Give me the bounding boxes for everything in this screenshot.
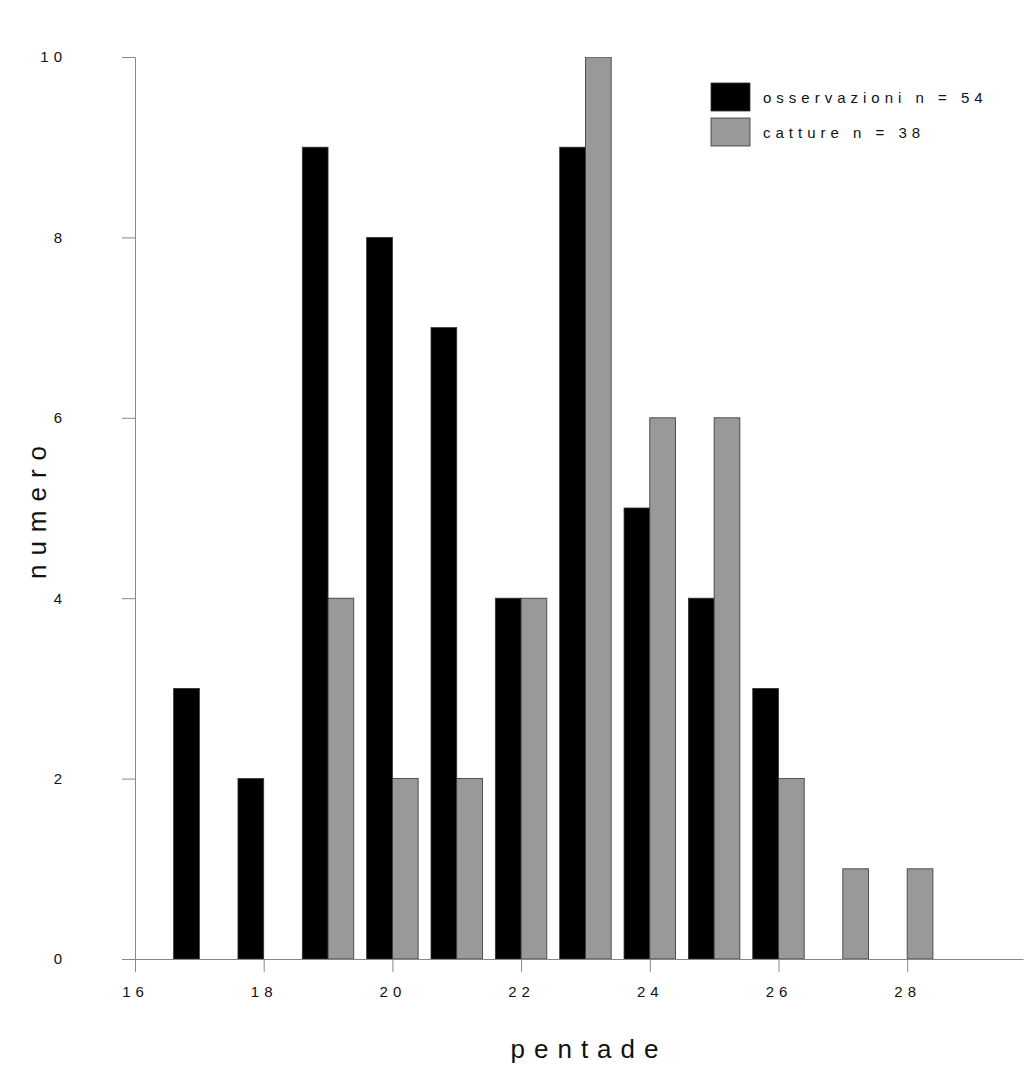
bar	[585, 57, 611, 959]
x-tick-mark	[778, 959, 779, 972]
x-tick-label: 24	[637, 983, 664, 1000]
y-tick-mark	[122, 959, 135, 960]
bar	[238, 779, 264, 959]
y-tick-mark	[122, 57, 135, 58]
y-tick: 4	[54, 590, 135, 607]
x-tick-mark	[907, 959, 908, 972]
x-tick-label: 20	[380, 983, 407, 1000]
bar	[264, 959, 290, 960]
y-axis-title: numero	[22, 437, 52, 579]
bar-series	[328, 57, 933, 959]
y-tick-label: 8	[54, 229, 67, 246]
x-tick-mark	[521, 959, 522, 972]
legend-swatch	[711, 83, 750, 111]
bar	[881, 959, 907, 960]
y-tick-label: 6	[54, 409, 67, 426]
bar	[302, 147, 328, 959]
legend: osservazioni n = 54 catture n = 38	[711, 83, 988, 146]
bar	[367, 237, 393, 959]
y-tick-mark	[122, 237, 135, 238]
x-tick-mark	[650, 959, 651, 972]
x-tick-mark	[135, 959, 136, 972]
x-tick: 24	[637, 959, 664, 1000]
bar	[495, 598, 521, 959]
x-axis-line	[136, 959, 1024, 960]
y-tick-label: 2	[54, 770, 67, 787]
bar	[624, 508, 650, 959]
y-tick-label: 4	[54, 590, 67, 607]
x-tick: 18	[251, 959, 278, 1000]
legend-label: osservazioni n = 54	[763, 89, 988, 106]
y-tick-label: 0	[54, 950, 67, 967]
x-tick: 28	[894, 959, 921, 1000]
bar	[560, 147, 586, 959]
x-axis: 16 18 20 22 24 26 28	[122, 959, 1023, 1000]
x-tick-mark	[392, 959, 393, 972]
x-tick-label: 18	[251, 983, 278, 1000]
x-tick: 22	[508, 959, 535, 1000]
x-tick-label: 28	[894, 983, 921, 1000]
bar	[392, 779, 418, 959]
legend-swatch	[711, 118, 750, 146]
chart: 161820222426280246810pentadenumeroosserv…	[0, 0, 1024, 1078]
bar	[199, 959, 225, 960]
bar	[431, 328, 457, 959]
bar	[650, 418, 676, 959]
y-tick-mark	[122, 779, 135, 780]
bar	[843, 869, 869, 959]
bar-series	[174, 147, 779, 959]
x-tick-label: 16	[122, 983, 149, 1000]
bar	[778, 779, 804, 959]
bar	[174, 688, 200, 959]
y-tick: 2	[54, 770, 135, 787]
y-axis: 0 2 4 6 8 10	[40, 48, 135, 967]
x-axis-title: pentade	[511, 1034, 668, 1064]
bars	[174, 57, 933, 959]
y-tick: 10	[40, 48, 135, 65]
x-tick-mark	[264, 959, 265, 972]
bar	[817, 959, 843, 960]
bar	[714, 418, 740, 959]
y-tick-label: 10	[40, 48, 67, 65]
bar	[521, 598, 547, 959]
y-tick-mark	[122, 418, 135, 419]
y-tick: 6	[54, 409, 135, 426]
x-tick-label: 26	[766, 983, 793, 1000]
bar	[457, 779, 483, 959]
bar	[328, 598, 354, 959]
bar	[688, 598, 714, 959]
x-tick: 16	[122, 959, 149, 1000]
x-tick-label: 22	[508, 983, 535, 1000]
y-tick-mark	[122, 598, 135, 599]
legend-label: catture n = 38	[763, 124, 925, 141]
bar	[907, 869, 933, 959]
y-tick: 8	[54, 229, 135, 246]
x-tick: 26	[766, 959, 793, 1000]
bar	[753, 688, 779, 959]
y-axis-line	[135, 58, 136, 960]
x-tick: 20	[380, 959, 407, 1000]
y-tick: 0	[54, 950, 135, 967]
